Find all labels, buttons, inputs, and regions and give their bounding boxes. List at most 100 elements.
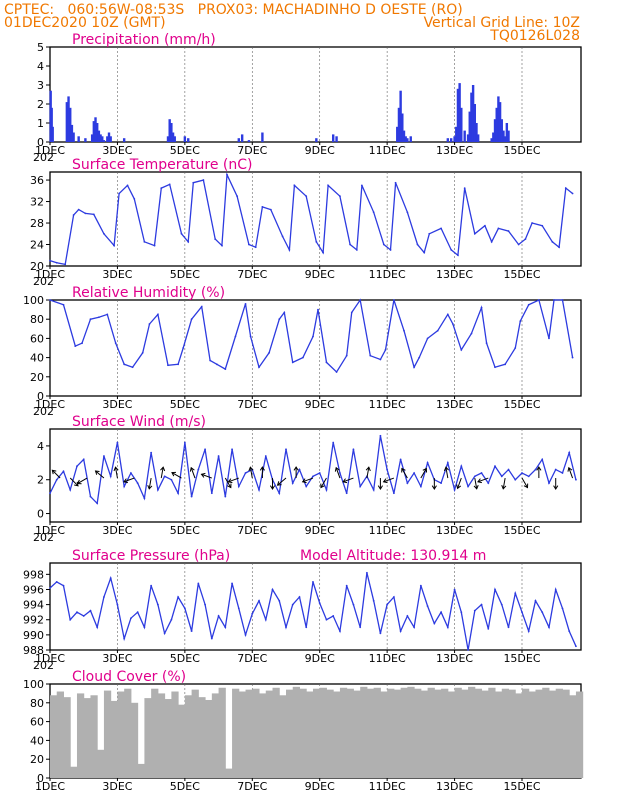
cloud-bar — [575, 691, 584, 778]
series-point — [264, 618, 267, 621]
series-point — [156, 488, 159, 491]
series-point — [339, 630, 341, 632]
series-point — [244, 633, 247, 636]
wind-arrow — [51, 469, 61, 479]
precip-bar — [183, 136, 187, 142]
precip-bar — [460, 107, 463, 142]
series-point — [103, 455, 105, 457]
series-point — [210, 492, 213, 495]
series-point — [298, 596, 301, 598]
precip-bar — [507, 130, 510, 142]
series-point — [251, 612, 254, 615]
series-point — [49, 587, 51, 589]
panel-frame — [49, 562, 582, 651]
series-point — [285, 448, 287, 451]
series-point — [392, 299, 395, 301]
cloud-bar — [515, 693, 523, 778]
cloud-bar — [454, 687, 462, 778]
series-point — [148, 323, 151, 325]
cloud-bar — [528, 691, 536, 778]
wind-arrow-head — [269, 485, 276, 490]
wind-arrow — [420, 468, 427, 479]
y-tick-label: 998 — [23, 568, 44, 581]
series-point — [190, 630, 193, 632]
series-point — [553, 299, 555, 301]
series-point — [440, 611, 442, 614]
series-point — [359, 626, 362, 629]
cloud-bar — [312, 688, 321, 778]
series-point — [541, 611, 544, 614]
series-point — [160, 187, 163, 190]
precip-bar — [495, 107, 498, 142]
series-point — [419, 485, 422, 488]
wind-arrow — [502, 477, 506, 489]
series-point — [350, 311, 353, 314]
wind-arrow — [171, 472, 182, 479]
cloud-bar — [393, 689, 402, 778]
y-tick-label: 990 — [23, 629, 44, 642]
series-point — [494, 465, 496, 468]
series-point — [217, 455, 220, 457]
header-grid-note: Vertical Grid Line: 10Z — [423, 15, 580, 31]
series-point — [428, 232, 431, 235]
series-point — [197, 468, 200, 471]
series-point — [244, 302, 247, 305]
precip-bar — [51, 126, 54, 142]
x-tick-label: 9DEC — [305, 268, 335, 281]
series-point — [419, 584, 422, 587]
series-point — [327, 184, 330, 187]
cloud-bar — [400, 687, 408, 778]
series-point — [317, 308, 319, 311]
series-point — [487, 627, 490, 630]
cloud-bar — [373, 687, 381, 778]
series-point — [74, 345, 77, 347]
series-point — [167, 364, 169, 367]
cloud-bar — [441, 688, 449, 778]
series-point — [183, 607, 186, 610]
header-coords: 060:56W-08:53S — [67, 2, 185, 18]
x-tick-label: 7DEC — [237, 144, 267, 157]
wind-arrow — [201, 473, 212, 479]
wind-arrow-head — [401, 467, 406, 473]
series-point — [392, 596, 395, 598]
y-tick-label: 5 — [37, 41, 44, 54]
precip-bar — [446, 138, 450, 142]
series-point — [389, 248, 392, 251]
wind-arrow-head — [301, 478, 307, 484]
series-point — [76, 611, 78, 614]
precip-bar — [65, 102, 69, 142]
series-point — [226, 173, 228, 176]
series-point — [534, 599, 537, 602]
series-point — [521, 611, 523, 614]
x-tick-label: 5DEC — [170, 524, 200, 537]
precip-bar — [490, 138, 493, 142]
precip-bar — [96, 123, 99, 142]
y-tick-label: 20 — [30, 753, 44, 766]
series-point — [406, 211, 409, 214]
series-point — [403, 329, 405, 332]
series-point — [322, 251, 324, 254]
series-point — [457, 254, 459, 257]
x-tick-label: 15DEC — [503, 524, 540, 537]
wind-arrow-head — [276, 481, 282, 486]
series-point — [355, 248, 358, 251]
x-tick-label: 9DEC — [305, 652, 335, 665]
series-point — [244, 472, 247, 474]
series-point — [332, 441, 335, 444]
series-point — [473, 475, 476, 478]
y-tick-label: 100 — [23, 294, 44, 307]
x-tick-label: 13DEC — [436, 398, 473, 411]
series-point — [153, 244, 156, 247]
series-point — [163, 475, 166, 478]
series-point — [379, 434, 382, 437]
series-point — [49, 492, 51, 495]
series-point — [568, 630, 571, 632]
cloud-bar — [434, 689, 442, 778]
chart-title: Surface Temperature (nC) — [72, 157, 253, 173]
precip-bar — [500, 119, 503, 142]
x-tick-label: 5DEC — [170, 398, 200, 411]
cloud-bar — [191, 689, 199, 778]
series-point — [106, 313, 109, 316]
series-point — [352, 448, 355, 451]
series-point — [126, 184, 129, 187]
